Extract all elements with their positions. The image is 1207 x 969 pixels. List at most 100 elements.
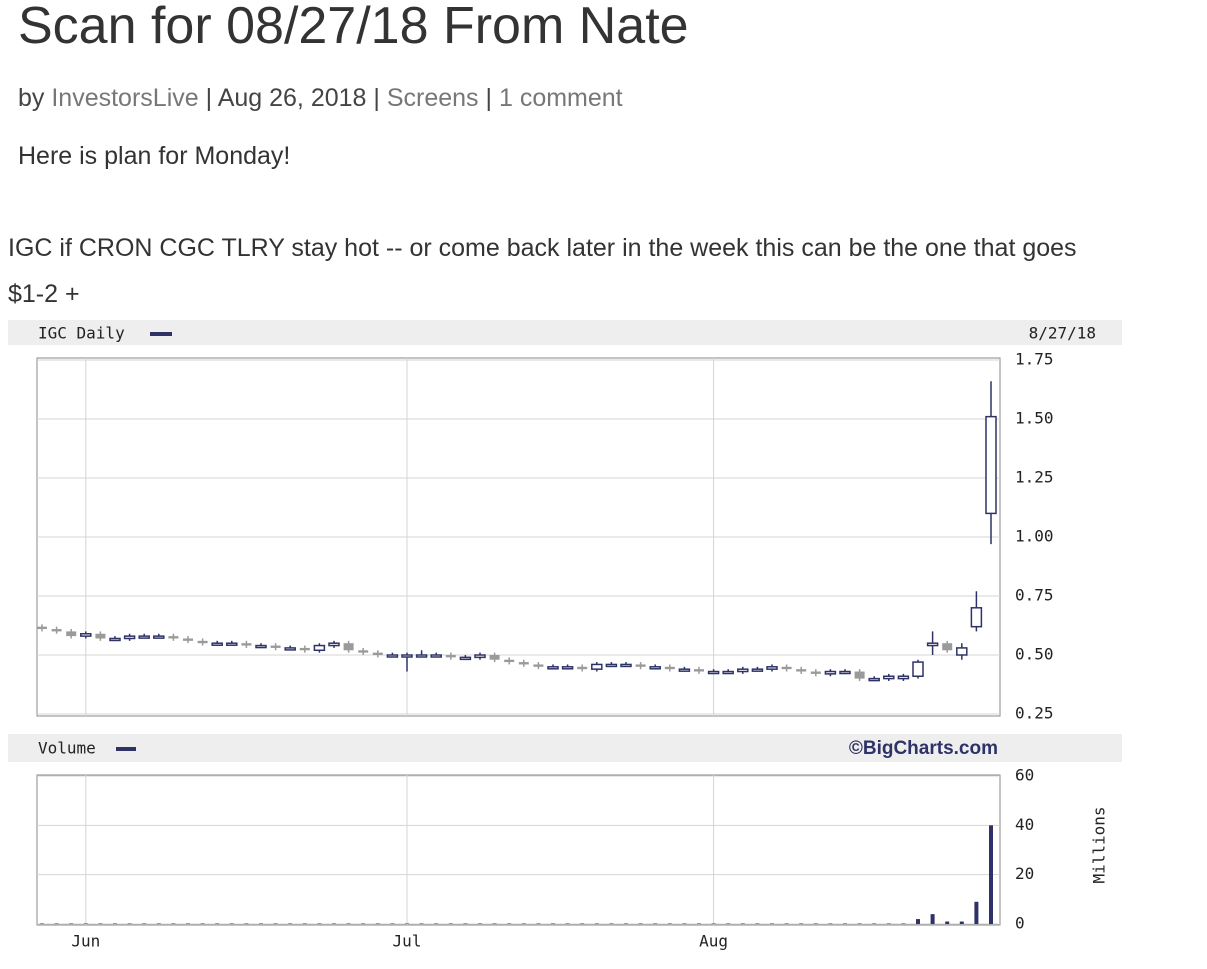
candle-body [577, 666, 588, 670]
y-tick-label: 0.50 [1015, 645, 1054, 664]
author-link[interactable]: InvestorsLive [51, 84, 199, 112]
header-band [8, 734, 1122, 762]
volume-bar [945, 921, 950, 924]
candle-body [343, 643, 354, 651]
legend-swatch [150, 332, 172, 336]
candle-body [824, 670, 837, 675]
candle-body [445, 655, 456, 658]
candle-body [226, 642, 238, 646]
separator: | [485, 84, 493, 112]
candle-body [80, 633, 92, 637]
y-tick-label: 60 [1015, 766, 1034, 785]
separator: | [205, 84, 213, 112]
candle-body [313, 644, 326, 652]
volume-bar [916, 919, 920, 924]
volume-bar [930, 914, 935, 924]
date-label: 8/27/18 [1029, 324, 1096, 343]
candle-body [66, 631, 77, 637]
candle-body [751, 668, 764, 672]
y-tick-label: 0.75 [1015, 586, 1054, 605]
x-tick-label: Jun [71, 932, 100, 951]
candle-body [372, 652, 383, 655]
candle-body [664, 666, 675, 670]
candle-body [489, 655, 500, 660]
y-tick-label: 20 [1015, 864, 1034, 883]
post-title: Scan for 08/27/18 From Nate [18, 0, 689, 55]
candle-body [547, 666, 559, 670]
post-date: Aug 26, 2018 [217, 84, 367, 112]
y-tick-label: 0 [1015, 914, 1025, 933]
legend-swatch [116, 747, 136, 751]
x-tick-label: Aug [699, 932, 728, 951]
candle-body [722, 670, 734, 675]
candle-body [241, 643, 252, 646]
candle-body [942, 643, 953, 651]
candle-body [138, 635, 150, 639]
volume-bar [974, 901, 979, 924]
y-tick-label: 40 [1015, 815, 1034, 834]
candle-body [518, 662, 529, 665]
body-line: $1-2 + [8, 280, 80, 308]
candle-body [386, 654, 399, 658]
candle-body [766, 666, 778, 670]
candle-body [255, 644, 267, 649]
candle-body [459, 656, 472, 661]
candle-body [796, 669, 807, 672]
candle-body [270, 645, 281, 648]
candle-body [678, 668, 691, 672]
candle-body [897, 675, 910, 680]
candle-body [694, 669, 704, 672]
candle-body [956, 647, 968, 656]
candle-body [123, 635, 136, 640]
candle-body [299, 647, 310, 651]
candle-body [415, 654, 428, 658]
candle-body [883, 675, 895, 680]
candle-body [474, 654, 486, 659]
y-tick-label: 1.00 [1015, 527, 1054, 546]
candle-body [591, 663, 603, 670]
candle-body [970, 607, 983, 628]
post-meta: by InvestorsLive | Aug 26, 2018 | Screen… [18, 84, 623, 113]
separator: | [373, 84, 380, 112]
candle-body [605, 663, 618, 668]
candle-body [839, 670, 851, 675]
y-tick-label: 1.75 [1015, 350, 1054, 369]
category-link[interactable]: Screens [386, 84, 479, 112]
candle-body [183, 638, 193, 641]
y-tick-label: 1.50 [1015, 409, 1054, 428]
candle-body [707, 670, 720, 675]
volume-bar [989, 825, 993, 924]
candle-body [197, 640, 208, 644]
volume-bar [959, 921, 964, 924]
candle-body [781, 666, 792, 670]
candle-body [926, 642, 939, 647]
header-band [8, 320, 1122, 345]
candle-body [504, 659, 515, 663]
meta-prefix: by [18, 84, 45, 112]
y-tick-label: 1.25 [1015, 468, 1054, 487]
candle-body [854, 671, 865, 679]
candle-body [211, 642, 223, 646]
volume-title: Volume [38, 739, 96, 758]
intro-text: Here is plan for Monday! [18, 142, 291, 170]
candle-body [649, 666, 661, 670]
volume-frame [36, 774, 1001, 926]
candle-body [328, 642, 340, 647]
comments-link[interactable]: 1 comment [498, 84, 623, 112]
chart-title: IGC Daily [38, 324, 125, 343]
body-line: IGC if CRON CGC TLRY stay hot -- or come… [8, 234, 1077, 262]
candle-body [401, 654, 413, 658]
candle-body [912, 661, 924, 677]
candle-body [985, 415, 997, 515]
candle-body [284, 647, 296, 651]
candle-body [95, 633, 106, 639]
candle-body [430, 654, 442, 658]
candle-body [153, 635, 165, 639]
candle-body [168, 636, 179, 639]
candle-body [37, 626, 47, 630]
candle-body [635, 664, 646, 667]
volume-axis-label: Millions [1090, 806, 1109, 883]
candle-body [358, 650, 369, 653]
